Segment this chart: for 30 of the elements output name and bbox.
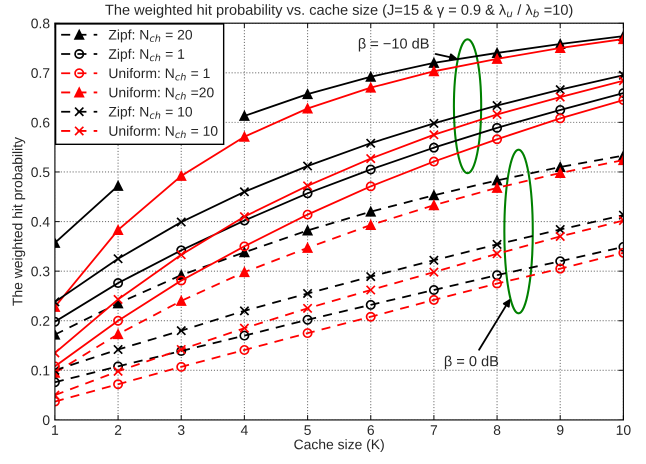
y-tick-label: 0.3 xyxy=(31,266,50,276)
y-tick-label: 0.7 xyxy=(31,68,50,78)
legend-label: Uniform: N$_{ch}$ = 1 xyxy=(109,68,210,80)
y-tick-label: 0.5 xyxy=(31,167,50,178)
y-tick-label: 0 xyxy=(42,415,50,426)
y-tick-label: 0.4 xyxy=(31,216,50,227)
chart-title: The weighted hit probability vs. cache size (J=15 & γ = 0.9 & λ$_{u}$ / λ$_{b}$ =10) xyxy=(105,4,572,18)
legend-label: Zipf: N$_{ch}$ = 1 xyxy=(108,48,184,62)
x-tick-label: 9 xyxy=(557,425,564,435)
legend-label: Uniform: N$_{ch}$ =20 xyxy=(109,87,214,100)
y-tick-label: 0.6 xyxy=(31,118,50,128)
legend-label: Zipf: N$_{ch}$ = 10 xyxy=(108,106,192,120)
y-tick-label: 0.2 xyxy=(31,316,50,326)
x-tick-label: 3 xyxy=(178,425,184,435)
x-tick-label: 10 xyxy=(616,425,631,435)
legend-label: Zipf: N$_{ch}$ = 20 xyxy=(108,29,192,42)
annotation: β = −10 dB xyxy=(358,38,429,52)
x-tick-label: 1 xyxy=(52,425,58,435)
x-tick-label: 4 xyxy=(240,425,248,435)
x-tick-label: 7 xyxy=(430,425,438,435)
y-axis-title: The weighted hit probability xyxy=(12,137,26,306)
legend-label: Uniform: N$_{ch}$ = 10 xyxy=(109,126,218,138)
annotation: β = 0 dB xyxy=(444,356,498,370)
x-tick-label: 5 xyxy=(304,425,311,435)
x-axis-title: Cache size (K) xyxy=(294,439,384,452)
y-tick-label: 0.8 xyxy=(31,18,50,28)
x-tick-label: 2 xyxy=(114,425,122,435)
x-tick-label: 6 xyxy=(368,425,374,435)
x-tick-label: 8 xyxy=(494,425,500,435)
y-tick-label: 0.1 xyxy=(31,366,50,376)
